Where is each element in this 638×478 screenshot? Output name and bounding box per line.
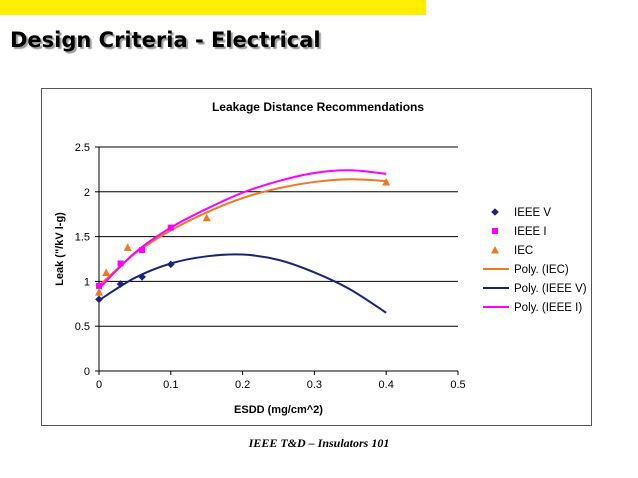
y-tick-label: 1 [84, 276, 90, 288]
legend-marker [491, 208, 499, 216]
legend-label: IEEE V [514, 207, 551, 219]
x-axis-title: ESDD (mg/cm^2) [234, 404, 323, 416]
data-point [202, 213, 211, 222]
data-point [167, 224, 174, 231]
data-point [123, 243, 132, 251]
x-tick-label: 0.4 [379, 379, 394, 391]
slide-footer: IEEE T&D – Insulators 101 [248, 436, 390, 450]
trendline-poly-ieee-i [98, 169, 387, 290]
data-point [116, 280, 125, 288]
slide-title: Design Criteria - Electrical [10, 28, 321, 52]
y-tick-label: 0.5 [75, 321, 90, 333]
x-tick-label: 0.5 [450, 379, 465, 391]
y-tick-label: 0 [84, 366, 90, 378]
legend-marker [491, 246, 499, 254]
legend-label: Poly. (IEEE I) [514, 302, 582, 314]
x-tick-label: 0 [96, 379, 102, 391]
data-point [102, 268, 111, 276]
data-point [95, 288, 103, 296]
chart-title: Leakage Distance Recommendations [212, 100, 424, 114]
legend-label: Poly. (IEC) [514, 264, 569, 276]
y-axis-title: Leak ("/kV l-g) [54, 212, 66, 286]
chart: Leakage Distance Recommendations ESDD (m… [54, 100, 587, 416]
legend-marker [492, 228, 498, 234]
legend-label: IEC [514, 245, 533, 257]
trendline-poly-ieee-v [98, 253, 387, 314]
y-tick-label: 2.5 [75, 142, 90, 154]
data-point [117, 260, 124, 267]
header-accent-bar [0, 0, 426, 15]
data-point [96, 282, 102, 289]
trendline-poly-iec [98, 178, 387, 287]
legend-label: IEEE I [514, 226, 547, 238]
x-tick-label: 0.2 [235, 379, 250, 391]
data-point [95, 295, 103, 304]
y-tick-label: 1.5 [75, 232, 90, 244]
x-tick-label: 0.3 [307, 379, 322, 391]
chart-frame: Leakage Distance Recommendations ESDD (m… [41, 88, 592, 426]
data-point [138, 273, 146, 281]
legend-label: Poly. (IEEE V) [514, 283, 587, 295]
data-point [382, 177, 391, 186]
x-tick-label: 0.1 [163, 379, 178, 391]
data-point [139, 247, 146, 254]
y-tick-label: 2 [84, 187, 90, 199]
